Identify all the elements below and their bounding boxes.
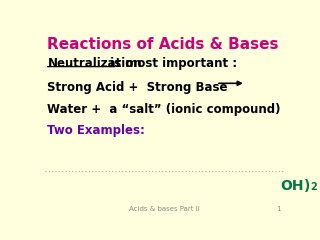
- Text: is most important :: is most important :: [106, 57, 237, 71]
- Text: _____________: _____________: [47, 57, 116, 67]
- Text: Strong Acid +  Strong Base: Strong Acid + Strong Base: [47, 81, 228, 94]
- Text: +: +: [317, 180, 320, 193]
- Text: Two Examples:: Two Examples:: [47, 124, 145, 137]
- Text: Water +  a “salt” (ionic compound): Water + a “salt” (ionic compound): [47, 103, 281, 116]
- Text: 2: 2: [310, 182, 317, 192]
- Text: 1: 1: [276, 206, 281, 212]
- Text: Neutralization: Neutralization: [47, 57, 142, 71]
- Text: ): ): [304, 180, 310, 193]
- Text: Reactions of Acids & Bases: Reactions of Acids & Bases: [47, 37, 279, 52]
- Text: OH: OH: [281, 180, 304, 193]
- Text: Acids & bases Part II: Acids & bases Part II: [129, 206, 199, 212]
